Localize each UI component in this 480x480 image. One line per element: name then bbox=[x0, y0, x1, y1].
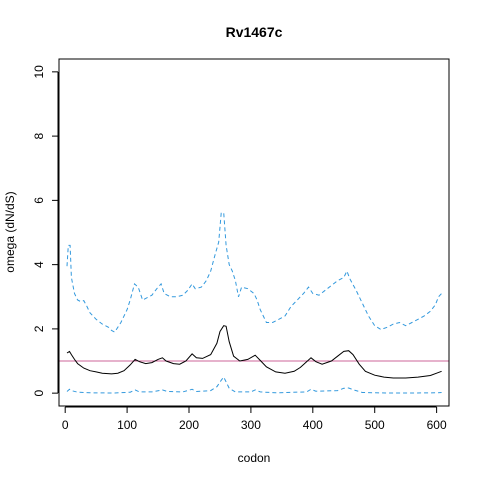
x-tick-label: 200 bbox=[179, 418, 199, 432]
plot-area bbox=[59, 211, 449, 394]
upper-bound-line bbox=[66, 211, 442, 333]
x-tick-label: 500 bbox=[365, 418, 385, 432]
x-tick-label: 100 bbox=[117, 418, 137, 432]
y-tick-label: 8 bbox=[32, 132, 46, 139]
y-tick-label: 6 bbox=[32, 197, 46, 204]
lower-bound-line bbox=[66, 376, 442, 394]
x-axis: 0 100 200 300 400 500 600 bbox=[62, 406, 447, 432]
y-tick-label: 10 bbox=[32, 65, 46, 79]
x-tick-label: 300 bbox=[241, 418, 261, 432]
x-tick-label: 0 bbox=[62, 418, 69, 432]
y-axis-label: omega (dN/dS) bbox=[3, 191, 17, 272]
omega-mean-line bbox=[66, 325, 442, 379]
x-tick-label: 600 bbox=[427, 418, 447, 432]
y-tick-label: 2 bbox=[32, 325, 46, 332]
y-axis: 0 2 4 6 8 10 bbox=[32, 65, 59, 396]
y-tick-label: 4 bbox=[32, 261, 46, 268]
plot-frame bbox=[58, 58, 450, 407]
x-tick-label: 400 bbox=[303, 418, 323, 432]
x-axis-label: codon bbox=[238, 451, 271, 465]
y-tick-label: 0 bbox=[32, 389, 46, 396]
chart-title: Rv1467c bbox=[226, 24, 283, 40]
